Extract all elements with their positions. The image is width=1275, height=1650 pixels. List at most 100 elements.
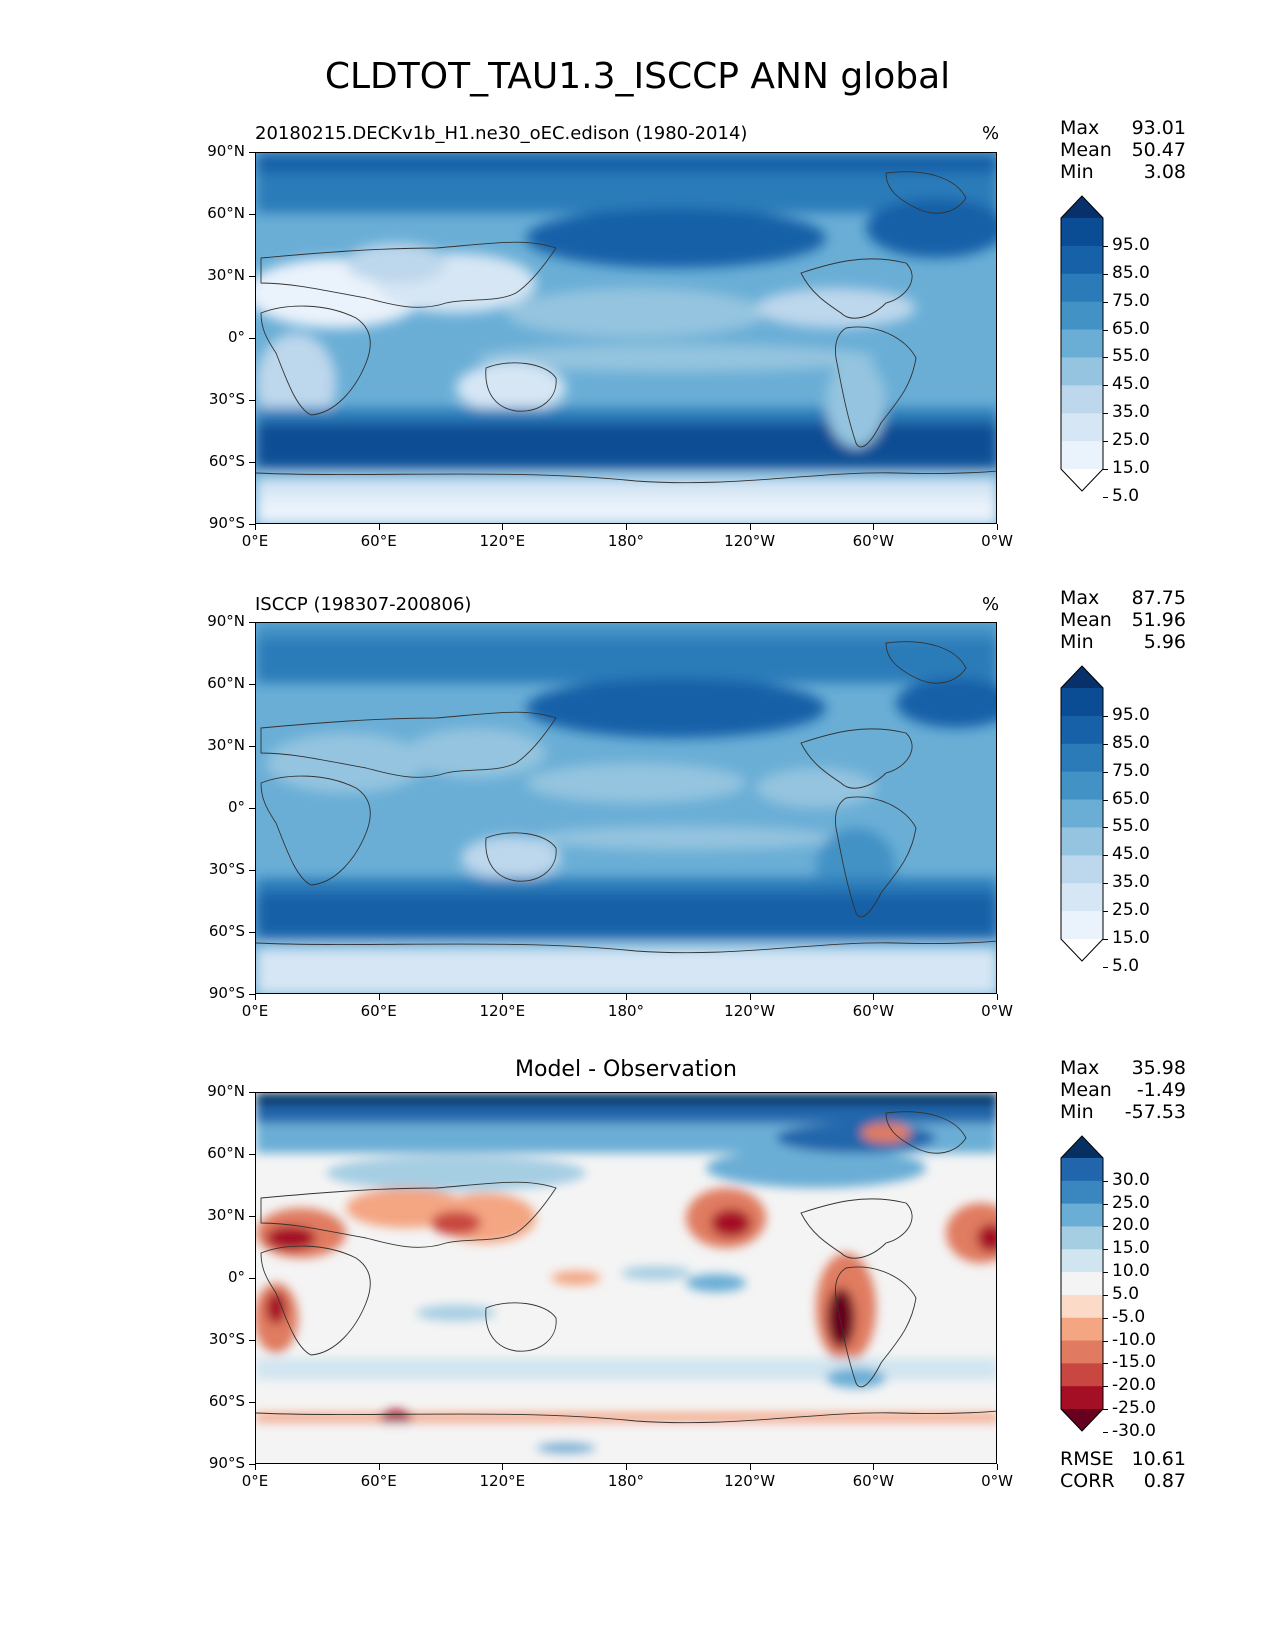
lat-tick-label: 30°N (207, 1206, 245, 1224)
colorbar-tick (1103, 1180, 1108, 1182)
colorbar-segment (1061, 385, 1103, 414)
panel-metrics: RMSE 10.61 CORR 0.87 (1060, 1448, 1186, 1492)
lat-tick (249, 1154, 255, 1155)
colorbar-tick-label: 25.0 (1112, 430, 1150, 451)
colorbar-extend-top (1061, 196, 1103, 218)
colorbar-tick-label: 15.0 (1112, 1238, 1150, 1259)
lat-tick-label: 0° (227, 1268, 245, 1286)
panel-3-map (255, 1092, 997, 1464)
figure-title: CLDTOT_TAU1.3_ISCCP ANN global (324, 56, 951, 97)
colorbar-extend-bottom (1061, 469, 1103, 491)
lat-tick-label: 60°S (208, 922, 245, 940)
colorbar-segment (1061, 743, 1103, 773)
metric-row: CORR 0.87 (1060, 1470, 1186, 1492)
colorbar-segment (1061, 799, 1103, 828)
lon-tick-label: 180° (607, 1002, 645, 1020)
colorbar-extend-top (1061, 666, 1103, 688)
stat-label: Max (1060, 1057, 1100, 1079)
colorbar-tick-label: 75.0 (1112, 290, 1150, 311)
lon-tick-label: 0°E (241, 532, 269, 550)
colorbar-tick-label: -10.0 (1112, 1329, 1156, 1350)
panel-stats: Max 35.98 Mean -1.49 Min -57.53 (1060, 1057, 1186, 1123)
lat-tick-label: 0° (227, 798, 245, 816)
colorbar-segment (1061, 688, 1103, 717)
colorbar-tick (1103, 385, 1108, 387)
stat-row: Mean 51.96 (1060, 609, 1186, 631)
colorbar-tick-label: 55.0 (1112, 346, 1150, 367)
stat-row: Max 87.75 (1060, 587, 1186, 609)
stat-label: Min (1060, 161, 1094, 183)
colorbar-tick-label: 45.0 (1112, 374, 1150, 395)
lat-tick (249, 932, 255, 933)
stat-row: Min -57.53 (1060, 1101, 1186, 1123)
stat-row: Min 3.08 (1060, 161, 1186, 183)
panel-1-map (255, 152, 997, 524)
lat-tick-label: 90°S (208, 1454, 245, 1472)
lat-tick (249, 338, 255, 339)
colorbar-segment (1061, 1249, 1103, 1273)
colorbar-tick (1103, 329, 1108, 331)
panel-2-title: ISCCP (198307-200806) (255, 594, 472, 615)
colorbar-tick (1103, 301, 1108, 303)
lat-tick-label: 60°S (208, 1392, 245, 1410)
colorbar-tick (1103, 469, 1108, 470)
lon-tick (502, 524, 504, 530)
lon-tick (997, 524, 998, 530)
lon-tick (626, 1464, 627, 1470)
colorbar-extend-bottom (1061, 939, 1103, 961)
colorbar-tick (1103, 1203, 1108, 1205)
lat-tick (249, 400, 255, 401)
colorbar-tick-label: -25.0 (1112, 1398, 1156, 1418)
colorbar-segment (1061, 771, 1103, 801)
lat-tick-label: 90°N (207, 142, 245, 160)
colorbar-segment (1061, 1203, 1103, 1227)
lat-tick (249, 524, 255, 525)
colorbar-segment (1061, 883, 1103, 912)
panel-stats: Max 87.75 Mean 51.96 Min 5.96 (1060, 587, 1186, 653)
lon-tick (255, 1464, 256, 1470)
stat-row: Min 5.96 (1060, 631, 1186, 653)
lon-tick (626, 524, 627, 530)
lon-tick (378, 994, 380, 1000)
colorbar-tick-label: 35.0 (1112, 872, 1150, 893)
colorbar-tick-label: 5.0 (1112, 485, 1140, 506)
panel-1-units: % (982, 123, 1000, 144)
colorbar-tick (1103, 1249, 1108, 1251)
colorbar-segment (1061, 1272, 1103, 1296)
lat-tick (249, 462, 255, 463)
colorbar-tick (1103, 413, 1108, 415)
colorbar-tick (1103, 245, 1108, 247)
lon-tick-label: 180° (607, 532, 645, 550)
stat-row: Max 35.98 (1060, 1057, 1186, 1079)
stat-label: Mean (1060, 139, 1112, 161)
panel-2-units: % (982, 594, 1000, 615)
colorbar-segment (1061, 1363, 1103, 1387)
metric-value: 10.61 (1131, 1448, 1186, 1470)
lon-tick (749, 1464, 751, 1470)
colorbar-tick (1103, 1386, 1108, 1388)
colorbar-segment (1061, 273, 1103, 303)
panel-3-title: Model - Observation (515, 1057, 737, 1082)
colorbar-segment (1061, 1226, 1103, 1250)
stat-label: Max (1060, 117, 1100, 139)
metric-row: RMSE 10.61 (1060, 1448, 1186, 1470)
metric-label: CORR (1060, 1470, 1115, 1492)
colorbar-tick-label: 35.0 (1112, 402, 1150, 423)
lat-tick (249, 808, 255, 809)
colorbar-tick-label: 95.0 (1112, 234, 1150, 255)
metric-label: RMSE (1060, 1448, 1114, 1470)
colorbar-tick (1103, 496, 1108, 498)
colorbar-segment (1061, 329, 1103, 358)
stat-value: 35.98 (1131, 1057, 1186, 1079)
lon-tick-label: 120°W (724, 1002, 776, 1020)
colorbar-tick-label: 85.0 (1112, 732, 1150, 753)
lon-tick-label: 180° (607, 1472, 645, 1490)
stat-value: -1.49 (1136, 1079, 1186, 1101)
lon-tick-label: 0°W (981, 532, 1013, 550)
lon-tick-label: 60°E (360, 1002, 397, 1020)
stat-label: Max (1060, 587, 1100, 609)
colorbar-tick (1103, 1317, 1108, 1319)
stat-label: Min (1060, 631, 1094, 653)
lon-tick (873, 994, 875, 1000)
lat-tick (249, 1340, 255, 1341)
